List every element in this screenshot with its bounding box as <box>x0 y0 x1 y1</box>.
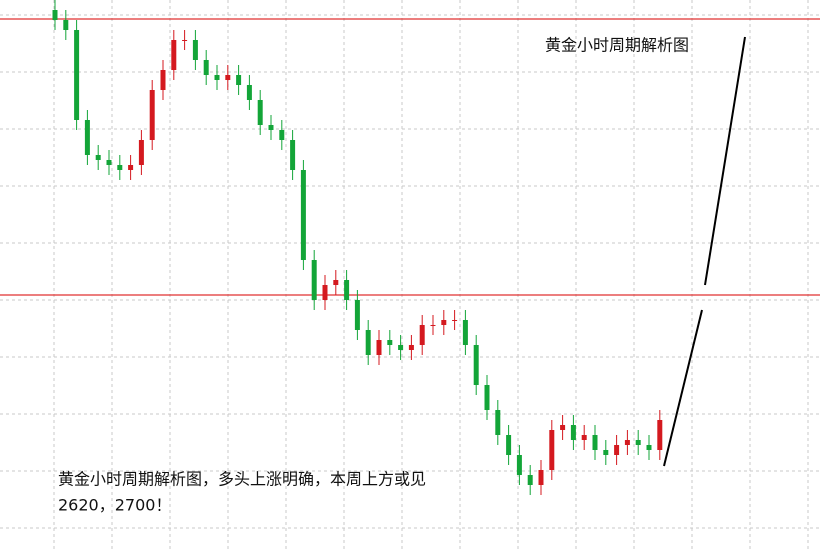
candle-body <box>430 325 436 326</box>
candle-body <box>570 425 576 440</box>
candle-body <box>344 280 350 300</box>
candle-body <box>581 435 587 440</box>
annotation: 2620，2700！ <box>58 496 171 515</box>
candle-body <box>398 345 404 350</box>
candle-body <box>311 260 317 300</box>
candle-body <box>646 445 652 450</box>
candle-body <box>538 470 544 485</box>
candle-body <box>246 85 252 100</box>
candle-body <box>657 420 663 450</box>
candle-body <box>257 100 263 125</box>
candle-body <box>495 410 501 435</box>
candle-body <box>290 140 296 170</box>
annotation: 黄金小时周期解析图，多头上涨明确，本周上方或见 <box>58 470 426 489</box>
candle-body <box>527 475 533 485</box>
candle-body <box>603 450 609 455</box>
candle-body <box>214 75 220 80</box>
candle-body <box>192 40 198 60</box>
candle-body <box>74 30 80 120</box>
candle-body <box>614 445 620 455</box>
chart-title: 黄金小时周期解析图 <box>545 36 689 55</box>
candle-body <box>279 130 285 140</box>
candle-body <box>171 40 177 70</box>
candle-body <box>138 140 144 165</box>
candle-body <box>52 10 58 20</box>
candle-body <box>592 435 598 450</box>
candle-body <box>624 440 630 445</box>
candle-body <box>268 125 274 130</box>
candles <box>52 0 663 495</box>
candle-body <box>441 320 447 325</box>
candle-body <box>473 345 479 385</box>
candle-body <box>63 20 69 30</box>
candle-body <box>128 165 134 170</box>
candle-body <box>225 75 231 80</box>
candle-body <box>365 330 371 355</box>
candle-body <box>95 155 101 160</box>
candle-body <box>452 320 458 321</box>
candle-body <box>236 75 242 85</box>
candle-body <box>300 170 306 260</box>
candle-body <box>376 340 382 355</box>
candle-body <box>322 285 328 300</box>
candle-body <box>333 280 339 285</box>
candle-body <box>354 300 360 330</box>
candle-body <box>84 120 90 155</box>
candle-body <box>506 435 512 455</box>
candle-body <box>549 430 555 470</box>
candle-body <box>516 455 522 475</box>
candle-body <box>149 90 155 140</box>
candle-body <box>203 60 209 75</box>
candle-body <box>182 40 188 41</box>
candle-body <box>635 440 641 445</box>
candle-body <box>462 320 468 345</box>
trend-arrow <box>704 36 746 286</box>
candle-body <box>419 325 425 345</box>
candle-body <box>106 160 112 165</box>
candle-body <box>484 385 490 410</box>
candle-body <box>408 345 414 350</box>
trend-arrow <box>663 309 703 467</box>
candle-body <box>387 340 393 345</box>
candle-body <box>160 70 166 90</box>
candle-body <box>560 425 566 430</box>
candle-body <box>117 165 123 170</box>
